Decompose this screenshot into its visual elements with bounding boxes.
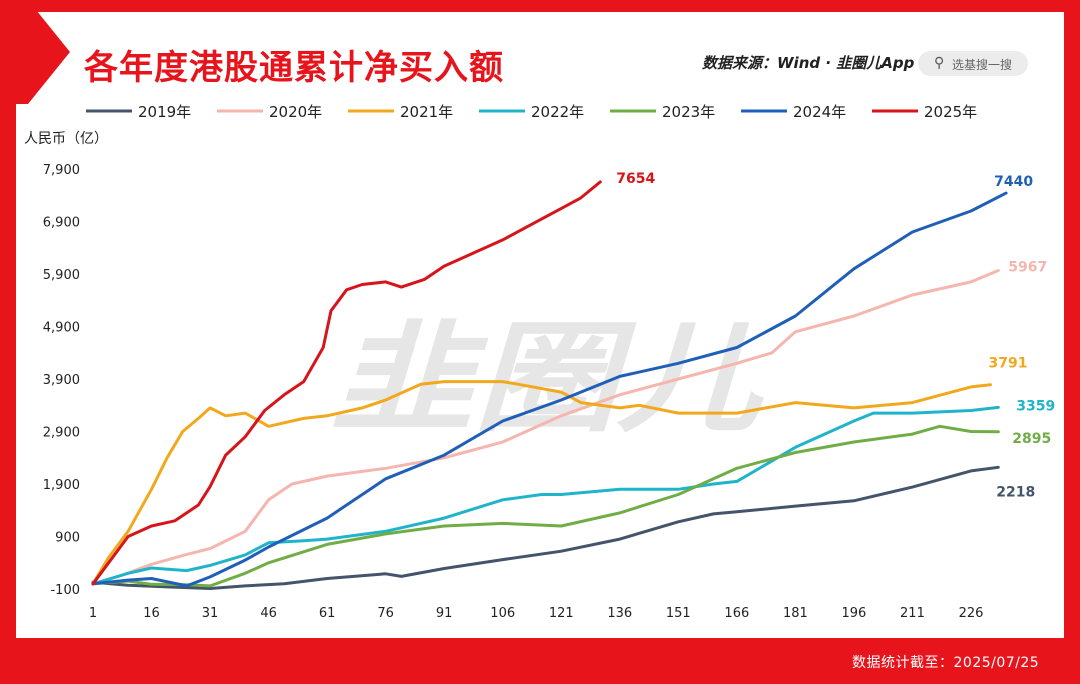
chart-panel xyxy=(16,12,1064,638)
series-line xyxy=(91,191,1008,588)
x-tick-label: 136 xyxy=(607,606,632,621)
x-tick-label: 166 xyxy=(724,606,749,621)
data-cutoff-note: 数据统计截至：2025/07/25 xyxy=(852,655,1040,671)
y-axis-ticks: -100 900 1,900 2,900 3,900 4,900 5,900 6,900 7,9… xyxy=(43,163,80,598)
x-tick-label: 106 xyxy=(490,606,515,621)
y-tick-label: 2,900 xyxy=(43,426,80,441)
x-tick-label: 196 xyxy=(842,606,867,621)
y-tick-label: 7,900 xyxy=(43,163,80,178)
end-labels: 2218 5967 3791 3359 2895 7440 7654 xyxy=(616,171,1055,500)
series-end-label: 3791 xyxy=(988,356,1027,372)
series-line xyxy=(91,424,1000,588)
legend-label: 2019年 xyxy=(138,103,191,121)
y-tick-label: 1,900 xyxy=(43,478,80,493)
x-tick-label: 91 xyxy=(436,606,453,621)
legend-label: 2020年 xyxy=(269,103,322,121)
series-end-label: 2895 xyxy=(1012,431,1051,447)
series-end-label: 7440 xyxy=(994,174,1033,190)
x-tick-label: 76 xyxy=(377,606,394,621)
line-chart: 韭圈儿 2019年 2020年 2021年 2022年 2023年 2024年 2025年 … xyxy=(24,103,1055,621)
series-end-label: 2218 xyxy=(996,484,1035,500)
x-tick-label: 1 xyxy=(89,606,97,621)
y-tick-label: -100 xyxy=(50,583,80,598)
legend-label: 2023年 xyxy=(662,103,715,121)
x-tick-label: 46 xyxy=(260,606,277,621)
x-tick-label: 121 xyxy=(549,606,574,621)
series-lines xyxy=(91,180,1008,590)
legend-label: 2022年 xyxy=(531,103,584,121)
x-tick-label: 151 xyxy=(666,606,691,621)
series-end-label: 3359 xyxy=(1016,398,1055,414)
series-line xyxy=(91,465,1000,590)
series-end-label: 7654 xyxy=(616,171,655,187)
y-axis-unit: 人民币（亿） xyxy=(24,131,108,147)
legend-label: 2025年 xyxy=(924,103,977,121)
watermark-text: 韭圈儿 xyxy=(330,310,765,449)
series-end-label: 5967 xyxy=(1008,259,1047,275)
search-icon[interactable]: ⚲ xyxy=(934,55,945,71)
x-axis-ticks: 1 16 31 46 61 76 91 106 121 136 151 166 181 196 211 226 xyxy=(89,606,984,621)
y-tick-label: 4,900 xyxy=(43,321,80,336)
x-tick-label: 181 xyxy=(783,606,808,621)
data-source: 数据来源：Wind · 韭圈儿App xyxy=(702,54,915,72)
legend-label: 2021年 xyxy=(400,103,453,121)
x-tick-label: 16 xyxy=(143,606,160,621)
legend-label: 2024年 xyxy=(793,103,846,121)
search-placeholder[interactable]: 选基搜一搜 xyxy=(952,58,1013,72)
x-tick-label: 211 xyxy=(900,606,925,621)
search-box[interactable] xyxy=(918,51,1028,76)
series-line xyxy=(91,380,992,586)
x-tick-label: 226 xyxy=(959,606,984,621)
y-tick-label: 6,900 xyxy=(43,216,80,231)
series-line xyxy=(91,180,602,586)
series-line xyxy=(91,405,1000,586)
x-tick-label: 31 xyxy=(202,606,219,621)
series-line xyxy=(91,269,1000,586)
legend: 2019年 2020年 2021年 2022年 2023年 2024年 2025年 xyxy=(86,103,977,121)
corner-flag xyxy=(0,0,70,104)
y-tick-label: 3,900 xyxy=(43,373,80,388)
x-tick-label: 61 xyxy=(319,606,336,621)
chart-title: 各年度港股通累计净买入额 xyxy=(84,48,504,88)
y-tick-label: 5,900 xyxy=(43,268,80,283)
y-tick-label: 900 xyxy=(55,531,80,546)
